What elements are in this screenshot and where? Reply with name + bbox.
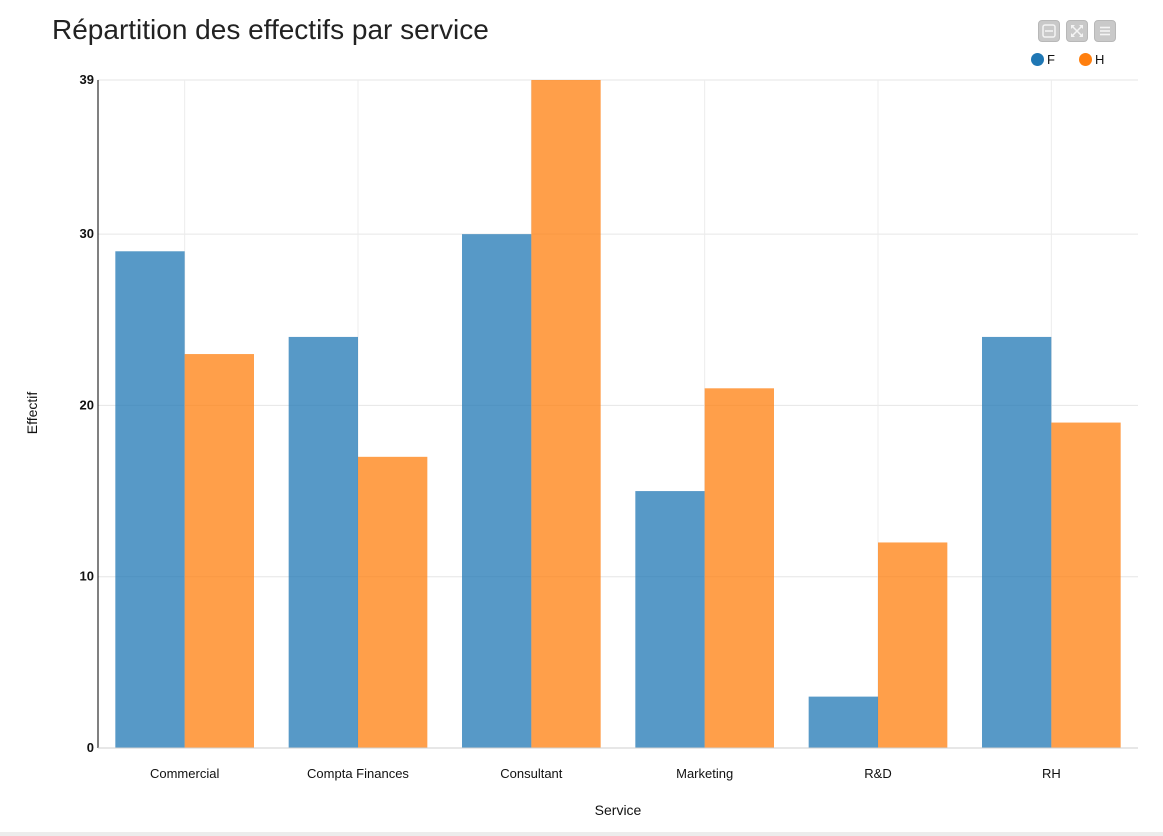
fullscreen-button[interactable] — [1066, 20, 1088, 42]
x-axis-title: Service — [595, 802, 642, 818]
expand-icon — [1071, 25, 1083, 37]
x-tick-label: Marketing — [676, 766, 733, 781]
bar-f-5[interactable] — [982, 336, 1052, 748]
x-tick-label: Commercial — [150, 766, 219, 781]
legend-label-f: F — [1047, 52, 1055, 67]
menu-button[interactable] — [1094, 20, 1116, 42]
page-bottom-border — [0, 832, 1163, 836]
y-axis-title: Effectif — [24, 392, 40, 435]
y-tick-label: 30 — [80, 226, 94, 241]
axes: 0 10 20 30 39 Commercial Compta Finances Consul… — [80, 72, 1138, 781]
bars — [115, 80, 1121, 749]
legend-item-h[interactable]: H — [1078, 52, 1105, 67]
x-tick-label: RH — [1042, 766, 1061, 781]
legend-swatch-h — [1078, 53, 1092, 66]
bar-h-5[interactable] — [1051, 422, 1121, 748]
minus-box-icon — [1042, 24, 1056, 38]
y-tick-label: 20 — [80, 397, 94, 412]
x-tick-label: Compta Finances — [307, 766, 409, 781]
collapse-button[interactable] — [1038, 20, 1060, 42]
bar-f-0[interactable] — [115, 251, 185, 749]
x-tick-label: Consultant — [500, 766, 563, 781]
x-tick-label: R&D — [864, 766, 891, 781]
y-tick-label: 10 — [80, 569, 94, 584]
bar-f-1[interactable] — [288, 336, 358, 748]
bar-h-4[interactable] — [878, 542, 948, 748]
legend-label-h: H — [1094, 52, 1105, 67]
bar-h-0[interactable] — [184, 354, 254, 748]
chart-title: Répartition des effectifs par service — [52, 14, 489, 45]
legend-swatch-f — [1031, 53, 1044, 66]
menu-icon — [1100, 26, 1110, 36]
bar-f-2[interactable] — [462, 234, 532, 749]
bar-h-1[interactable] — [358, 456, 428, 748]
bar-h-2[interactable] — [531, 80, 601, 748]
legend-item-f[interactable]: F — [1031, 52, 1055, 67]
bar-f-3[interactable] — [635, 491, 705, 748]
y-tick-label: 0 — [87, 740, 94, 755]
y-tick-label: 39 — [80, 72, 94, 87]
bar-f-4[interactable] — [808, 696, 878, 748]
chart-toolbar — [1038, 20, 1116, 42]
chart-legend: F H — [1031, 52, 1104, 67]
bar-h-3[interactable] — [704, 388, 774, 748]
